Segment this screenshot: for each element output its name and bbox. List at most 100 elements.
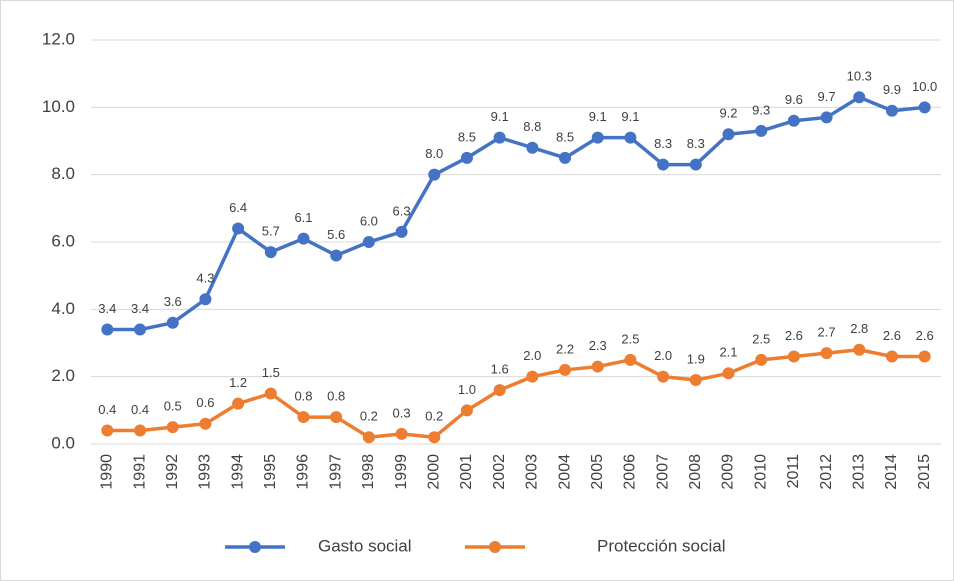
data-point [460, 151, 473, 164]
data-label: 5.7 [262, 224, 280, 239]
data-label: 2.5 [621, 331, 639, 346]
data-label: 0.8 [327, 389, 345, 404]
data-point [820, 111, 833, 124]
data-point [722, 128, 735, 141]
data-label: 8.3 [654, 136, 672, 151]
data-point [559, 363, 572, 376]
data-point [689, 158, 702, 171]
data-point [232, 397, 245, 410]
data-label: 2.6 [883, 328, 901, 343]
data-label: 2.5 [752, 331, 770, 346]
data-point [526, 141, 539, 154]
x-tick-label: 2005 [589, 454, 606, 490]
data-point [330, 411, 343, 424]
data-point [885, 350, 898, 363]
data-label: 9.2 [719, 106, 737, 121]
data-point [101, 424, 114, 437]
data-point [460, 404, 473, 417]
data-point [297, 411, 310, 424]
data-label: 3.4 [131, 301, 149, 316]
data-label: 2.6 [916, 328, 934, 343]
data-label: 1.9 [687, 351, 705, 366]
data-label: 6.1 [294, 210, 312, 225]
x-tick-label: 1999 [393, 454, 410, 490]
x-tick-label: 2012 [818, 454, 835, 490]
data-point [755, 124, 768, 137]
y-tick-label: 12.0 [42, 29, 75, 48]
x-tick-label: 1995 [262, 454, 279, 490]
data-point [755, 353, 768, 366]
data-label: 2.3 [589, 338, 607, 353]
data-label: 4.3 [196, 271, 214, 286]
x-tick-label: 1996 [295, 454, 312, 490]
data-label: 8.5 [458, 129, 476, 144]
data-point [166, 316, 179, 329]
y-tick-label: 2.0 [51, 366, 75, 385]
legend-label: Gasto social [318, 536, 412, 555]
data-point [853, 91, 866, 104]
data-label: 0.8 [294, 389, 312, 404]
data-label: 9.1 [491, 109, 509, 124]
data-label: 9.6 [785, 92, 803, 107]
x-tick-label: 1998 [360, 454, 377, 490]
data-point [787, 114, 800, 127]
x-tick-label: 2008 [687, 454, 704, 490]
data-label: 2.7 [818, 325, 836, 340]
data-label: 8.3 [687, 136, 705, 151]
x-tick-label: 2010 [752, 454, 769, 490]
x-tick-label: 1994 [229, 454, 246, 490]
data-label: 0.4 [131, 402, 149, 417]
data-point [853, 343, 866, 356]
data-point [199, 417, 212, 430]
data-label: 0.2 [360, 409, 378, 424]
data-label: 0.4 [98, 402, 116, 417]
data-point [787, 350, 800, 363]
data-label: 1.0 [458, 382, 476, 397]
data-point [689, 374, 702, 387]
data-label: 9.1 [621, 109, 639, 124]
y-tick-label: 10.0 [42, 97, 75, 116]
y-tick-label: 4.0 [51, 299, 75, 318]
data-point [493, 384, 506, 397]
data-point [624, 131, 637, 144]
data-label: 8.5 [556, 129, 574, 144]
data-point [297, 232, 310, 245]
x-tick-label: 2011 [785, 454, 802, 489]
data-point [559, 151, 572, 164]
x-tick-label: 2007 [654, 454, 671, 490]
legend-marker [489, 541, 501, 553]
x-tick-label: 2000 [425, 454, 442, 490]
x-tick-label: 2015 [916, 454, 933, 490]
data-label: 2.0 [523, 348, 541, 363]
data-label: 0.3 [393, 405, 411, 420]
data-point [885, 104, 898, 117]
data-label: 8.8 [523, 119, 541, 134]
data-point [362, 431, 375, 444]
y-tick-label: 6.0 [51, 231, 75, 250]
data-point [657, 370, 670, 383]
data-point [722, 367, 735, 380]
data-label: 2.6 [785, 328, 803, 343]
data-label: 9.3 [752, 102, 770, 117]
data-label: 1.5 [262, 365, 280, 380]
data-label: 6.3 [393, 203, 411, 218]
x-tick-label: 1993 [197, 454, 214, 490]
data-point [362, 236, 375, 248]
data-point [264, 246, 277, 259]
data-point [395, 225, 408, 238]
data-label: 9.7 [818, 89, 836, 104]
data-label: 2.0 [654, 348, 672, 363]
data-point [264, 387, 277, 400]
x-tick-label: 1992 [164, 454, 181, 490]
data-point [428, 431, 441, 444]
data-label: 2.2 [556, 341, 574, 356]
data-label: 6.4 [229, 200, 247, 215]
data-label: 9.1 [589, 109, 607, 124]
data-point [134, 323, 147, 336]
data-point [199, 293, 212, 306]
data-label: 9.9 [883, 82, 901, 97]
data-label: 2.1 [719, 345, 737, 360]
data-label: 0.5 [164, 399, 182, 414]
data-label: 6.0 [360, 213, 378, 228]
